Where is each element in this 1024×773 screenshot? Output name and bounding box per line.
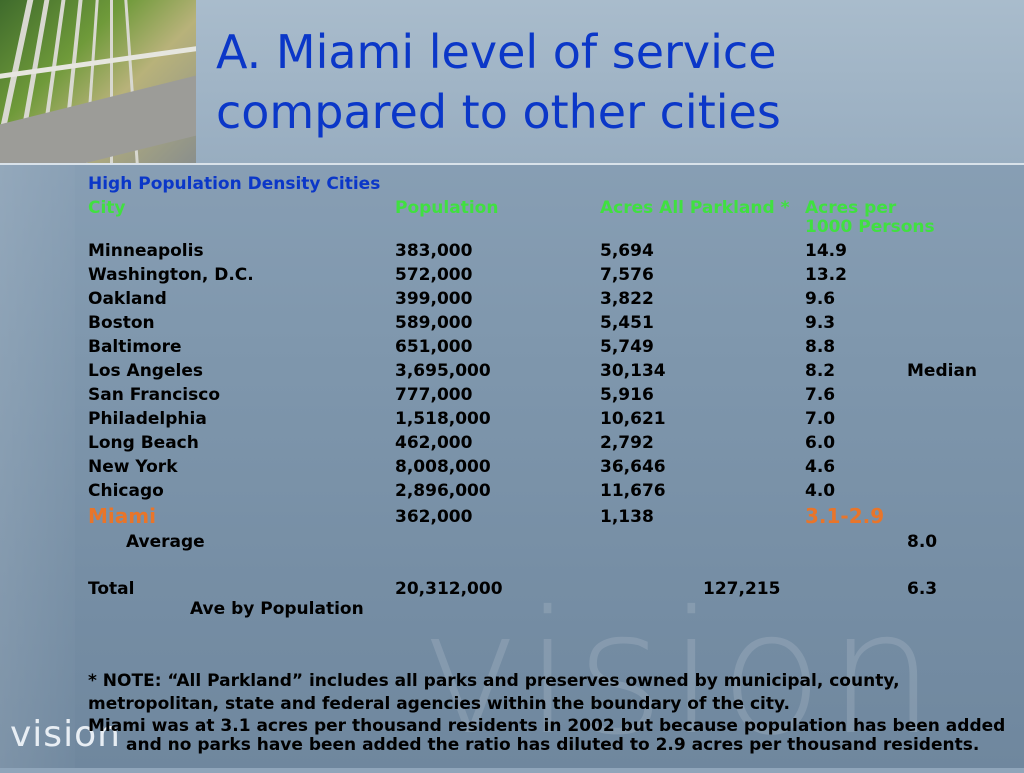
city-cell: Baltimore	[88, 337, 182, 357]
title-line-1: A. Miami level of service	[216, 25, 777, 79]
city-cell: Long Beach	[88, 433, 199, 453]
left-accent-band	[0, 165, 75, 768]
acres-cell: 5,694	[600, 241, 654, 261]
city-cell: Minneapolis	[88, 241, 204, 261]
city-cell: Philadelphia	[88, 409, 207, 429]
population-cell: 2,896,000	[395, 481, 491, 501]
note-line-2: metropolitan, state and federal agencies…	[88, 694, 790, 714]
acres-cell: 2,792	[600, 433, 654, 453]
acres-cell: 30,134	[600, 361, 666, 381]
row-note: Median	[907, 361, 978, 381]
acres-cell: 5,451	[600, 313, 654, 333]
acres-per-1000-cell: 4.0	[805, 481, 836, 501]
acres-cell: 10,621	[600, 409, 666, 429]
note-line-1: * NOTE: “All Parkland” includes all park…	[88, 671, 900, 691]
header-city: City	[88, 198, 126, 218]
population-cell: 777,000	[395, 385, 473, 405]
population-cell: 3,695,000	[395, 361, 491, 381]
city-cell: Los Angeles	[88, 361, 203, 381]
acres-per-1000-cell: 14.9	[805, 241, 847, 261]
note-line-3: Miami was at 3.1 acres per thousand resi…	[88, 717, 1006, 755]
acres-cell: 7,576	[600, 265, 654, 285]
vision-logo: vision	[10, 714, 121, 755]
header-band: A. Miami level of service compared to ot…	[0, 0, 1024, 165]
acres-cell: 5,749	[600, 337, 654, 357]
total-acres: 127,215	[703, 579, 781, 599]
acres-per-1000-cell: 7.6	[805, 385, 836, 405]
bridge-photo	[0, 0, 196, 163]
acres-per-1000-cell: 9.3	[805, 313, 836, 333]
population-cell: 572,000	[395, 265, 473, 285]
total-label: Total	[88, 579, 135, 599]
acres-cell: 5,916	[600, 385, 654, 405]
total-acres-per-1000: 6.3	[907, 579, 938, 599]
title-line-2: compared to other cities	[216, 85, 781, 139]
total-population: 20,312,000	[395, 579, 503, 599]
vision-watermark: vision	[420, 575, 940, 773]
population-cell: 651,000	[395, 337, 473, 357]
city-cell: Oakland	[88, 289, 167, 309]
population-cell: 8,008,000	[395, 457, 491, 477]
miami-city: Miami	[88, 504, 156, 528]
acres-per-1000-cell: 8.2	[805, 361, 836, 381]
acres-per-1000-cell: 7.0	[805, 409, 836, 429]
header-per-line-1: Acres per	[805, 198, 897, 218]
acres-per-1000-cell: 4.6	[805, 457, 836, 477]
header-population: Population	[395, 198, 499, 218]
acres-per-1000-cell: 8.8	[805, 337, 836, 357]
acres-cell: 11,676	[600, 481, 666, 501]
acres-cell: 3,822	[600, 289, 654, 309]
city-cell: San Francisco	[88, 385, 220, 405]
acres-cell: 36,646	[600, 457, 666, 477]
population-cell: 1,518,000	[395, 409, 491, 429]
average-label: Average	[126, 532, 205, 552]
header-per-line-2: 1000 Persons	[805, 217, 935, 237]
population-cell: 589,000	[395, 313, 473, 333]
miami-population: 362,000	[395, 507, 473, 527]
acres-per-1000-cell: 9.6	[805, 289, 836, 309]
city-cell: Washington, D.C.	[88, 265, 254, 285]
population-cell: 383,000	[395, 241, 473, 261]
acres-per-1000-cell: 13.2	[805, 265, 847, 285]
population-cell: 399,000	[395, 289, 473, 309]
header-acres: Acres All Parkland *	[600, 198, 790, 218]
slide-title: A. Miami level of service compared to ot…	[216, 22, 1006, 142]
section-heading: High Population Density Cities	[88, 174, 381, 194]
miami-acres-per-1000: 3.1-2.9	[805, 504, 885, 528]
total-sublabel: Ave by Population	[190, 599, 364, 619]
city-cell: Boston	[88, 313, 155, 333]
miami-acres: 1,138	[600, 507, 654, 527]
average-value: 8.0	[907, 532, 938, 552]
city-cell: New York	[88, 457, 178, 477]
city-cell: Chicago	[88, 481, 164, 501]
population-cell: 462,000	[395, 433, 473, 453]
acres-per-1000-cell: 6.0	[805, 433, 836, 453]
